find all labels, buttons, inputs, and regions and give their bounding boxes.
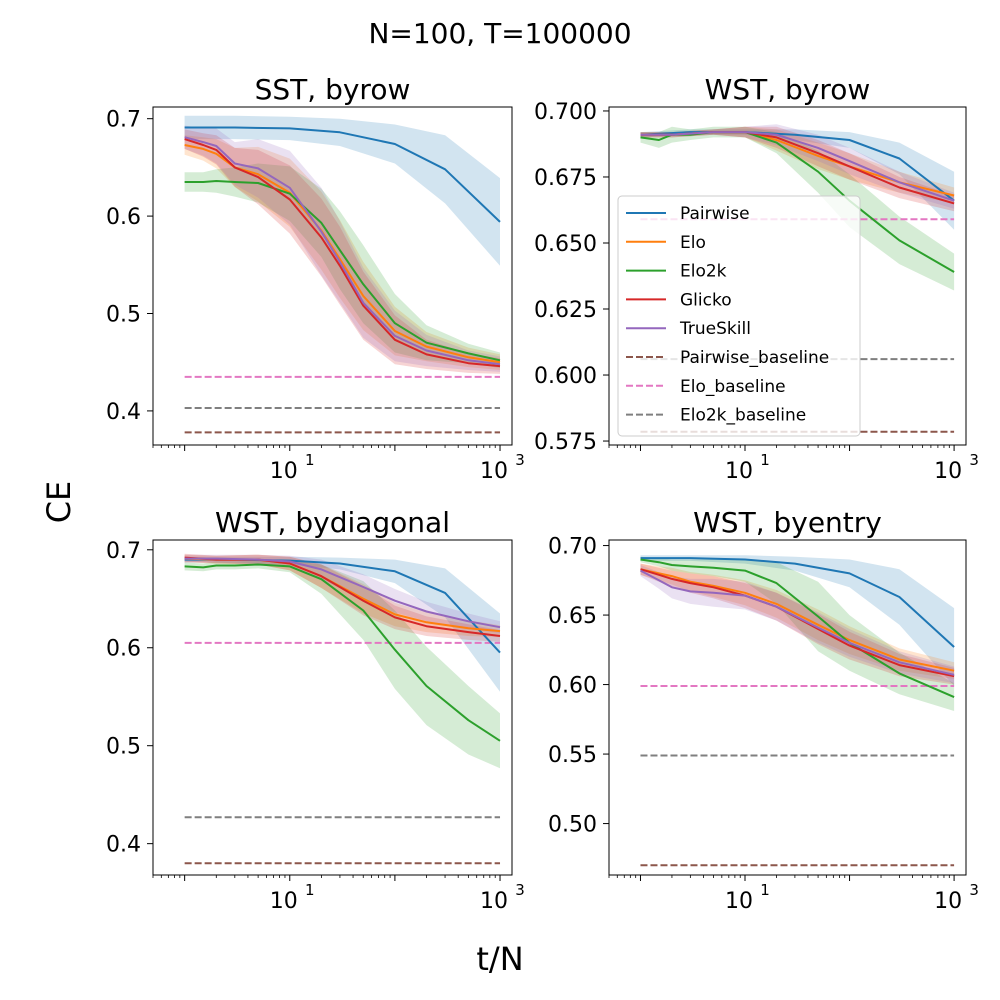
x-tick-exponent: 1 xyxy=(760,451,770,469)
line-trueskill xyxy=(184,557,501,629)
subplot-wst-byrow: WST, byrow 0.575 0.600 0.625 0.650 0.675 0.700… xyxy=(534,73,979,484)
x-tick-exponent: 1 xyxy=(305,451,315,469)
band-trueskill xyxy=(184,125,500,372)
x-tick-exponent: 1 xyxy=(760,881,770,899)
band-glicko xyxy=(184,553,500,642)
legend-label-elo2k: Elo2k xyxy=(680,262,727,282)
subplot-title: SST, byrow xyxy=(255,73,411,106)
legend-label-elo-baseline: Elo_baseline xyxy=(680,377,786,397)
subplot-title: WST, byentry xyxy=(693,506,882,539)
y-tick-label: 0.50 xyxy=(548,813,597,838)
axes-frame xyxy=(152,106,513,446)
y-axis-label: CE xyxy=(40,481,78,524)
subplot-title: WST, byrow xyxy=(705,73,871,106)
line-pairwise xyxy=(640,131,955,202)
plot-area xyxy=(184,553,501,865)
x-tick-label: 10 xyxy=(725,459,753,484)
subplot-wst-byentry: WST, byentry 0.50 0.55 0.60 0.65 0.70 10 1 10 3 xyxy=(548,506,979,914)
x-tick-exponent: 3 xyxy=(969,451,979,469)
plot-area xyxy=(640,124,955,433)
y-tick-label: 0.60 xyxy=(548,674,597,699)
subplot-wst-bydiagonal: WST, bydiagonal 0.4 0.5 0.6 0.7 10 1 10 3 xyxy=(106,506,525,914)
y-tick-label: 0.4 xyxy=(106,400,141,425)
x-tick-label: 10 xyxy=(725,889,753,914)
y-tick-label: 0.650 xyxy=(534,232,597,257)
axes-frame xyxy=(608,106,967,446)
legend-box xyxy=(617,195,861,437)
y-tick-label: 0.600 xyxy=(534,364,597,389)
y-tick-label: 0.575 xyxy=(534,430,597,455)
legend-label-pairwise-baseline: Pairwise_baseline xyxy=(680,348,829,368)
legend: Pairwise Elo Elo2k Glicko TrueSkill Pairwise_… xyxy=(617,195,861,437)
legend-label-trueskill: TrueSkill xyxy=(679,319,751,339)
y-tick-label: 0.4 xyxy=(106,833,141,858)
band-glicko xyxy=(184,129,500,374)
y-tick-label: 0.5 xyxy=(106,735,141,760)
band-elo2k xyxy=(640,126,955,291)
y-tick-label: 0.5 xyxy=(106,303,141,328)
x-tick-label: 10 xyxy=(480,459,508,484)
figure-title: N=100, T=100000 xyxy=(368,17,631,50)
x-tick-exponent: 3 xyxy=(969,881,979,899)
x-tick-label: 10 xyxy=(934,459,962,484)
x-tick-exponent: 1 xyxy=(305,881,315,899)
band-pairwise xyxy=(184,556,500,692)
y-tick-label: 0.70 xyxy=(548,535,597,560)
y-tick-label: 0.55 xyxy=(548,743,597,768)
y-tick-label: 0.7 xyxy=(106,108,141,133)
line-elo xyxy=(640,568,955,672)
x-tick-exponent: 3 xyxy=(515,881,525,899)
plot-area xyxy=(640,555,955,867)
x-tick-label: 10 xyxy=(270,889,298,914)
band-elo2k xyxy=(184,560,500,769)
band-pairwise xyxy=(640,129,955,230)
axes-frame xyxy=(608,539,967,876)
band-elo2k xyxy=(640,556,955,711)
x-tick-label: 10 xyxy=(934,889,962,914)
band-pairwise xyxy=(640,555,955,686)
y-tick-label: 0.65 xyxy=(548,604,597,629)
y-tick-label: 0.7 xyxy=(106,539,141,564)
line-glicko xyxy=(184,138,501,368)
legend-label-glicko: Glicko xyxy=(680,290,732,310)
line-pairwise xyxy=(184,126,501,223)
band-pairwise xyxy=(184,115,500,266)
y-tick-label: 0.675 xyxy=(534,166,597,191)
band-trueskill xyxy=(184,554,500,634)
line-trueskill xyxy=(640,131,955,202)
line-trueskill xyxy=(640,569,955,676)
legend-label-elo: Elo xyxy=(680,233,706,253)
line-elo2k xyxy=(184,563,501,742)
y-tick-label: 0.6 xyxy=(106,637,141,662)
y-tick-label: 0.700 xyxy=(534,100,597,125)
x-tick-label: 10 xyxy=(480,889,508,914)
subplot-sst-byrow: SST, byrow 0.4 0.5 0.6 0.7 10 1 10 3 xyxy=(106,73,525,484)
axes-frame xyxy=(152,539,513,876)
subplot-grid: SST, byrow 0.4 0.5 0.6 0.7 10 1 10 3 WST, byrow 0.… xyxy=(106,73,979,914)
legend-label-elo2k-baseline: Elo2k_baseline xyxy=(680,406,806,426)
legend-label-pairwise: Pairwise xyxy=(680,204,750,224)
y-tick-label: 0.6 xyxy=(106,205,141,230)
x-tick-label: 10 xyxy=(270,459,298,484)
line-pairwise xyxy=(640,557,955,648)
y-tick-label: 0.625 xyxy=(534,298,597,323)
x-tick-exponent: 3 xyxy=(515,451,525,469)
x-axis-label: t/N xyxy=(476,940,523,978)
subplot-title: WST, bydiagonal xyxy=(215,506,450,539)
plot-area xyxy=(184,115,501,434)
line-trueskill xyxy=(184,136,501,366)
line-elo2k xyxy=(184,180,501,362)
band-elo xyxy=(640,126,955,204)
